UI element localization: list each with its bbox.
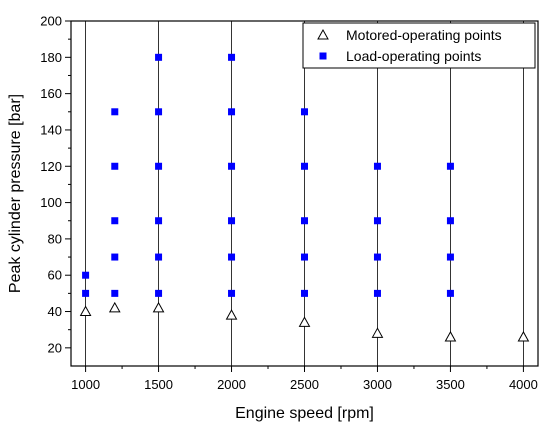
series-load	[82, 53, 454, 297]
y-tick-label: 40	[48, 304, 62, 319]
data-point-square	[155, 217, 163, 225]
data-point-triangle	[79, 305, 92, 317]
x-tick-label: 3000	[363, 377, 392, 392]
grid-layer	[85, 21, 524, 366]
y-tick-label: 160	[40, 86, 62, 101]
data-point-square	[155, 108, 163, 116]
data-point-square	[446, 289, 454, 297]
x-tick-label: 1500	[144, 377, 173, 392]
y-tick-label: 200	[40, 14, 62, 29]
x-axis-title: Engine speed [rpm]	[235, 405, 374, 422]
data-point-square	[301, 217, 308, 225]
x-tick-label: 2500	[290, 377, 319, 392]
data-point-square	[82, 289, 90, 297]
legend-label: Motored-operating points	[346, 27, 502, 43]
y-tick-label: 20	[48, 340, 62, 355]
data-point-square	[155, 53, 163, 61]
data-point-square	[228, 53, 236, 61]
data-point-square	[301, 253, 308, 261]
axis-ticks: 1000 1500 2000 2500 3000 3500 4000 20 40 60 80 100 1…	[40, 14, 538, 393]
y-axis-title: Peak cylinder pressure [bar]	[7, 94, 24, 293]
data-point-triangle	[371, 327, 384, 338]
y-tick-label: 80	[48, 231, 62, 246]
data-point-triangle	[152, 301, 165, 313]
legend: Motored-operating points Load-operating p…	[302, 22, 536, 69]
series-motored	[79, 301, 530, 342]
data-point-square	[373, 289, 381, 297]
x-tick-label: 1000	[71, 377, 100, 392]
data-point-square	[301, 162, 308, 170]
data-point-square	[301, 289, 308, 297]
data-points	[79, 53, 530, 342]
x-tick-label: 4000	[509, 377, 538, 392]
data-point-square	[228, 108, 236, 116]
data-point-triangle	[444, 330, 457, 342]
y-tick-label: 100	[40, 195, 62, 210]
data-point-square	[446, 253, 454, 261]
data-point-triangle	[517, 330, 530, 342]
y-tick-label: 180	[40, 50, 62, 65]
legend-box	[302, 22, 536, 69]
data-point-square	[228, 217, 236, 225]
legend-marker-triangle	[317, 28, 329, 40]
x-tick-label: 2000	[217, 377, 246, 392]
data-point-square	[446, 217, 454, 225]
data-point-square	[373, 217, 381, 225]
y-tick-label: 140	[40, 122, 62, 137]
data-point-triangle	[225, 309, 238, 320]
data-point-square	[155, 162, 163, 170]
y-tick-label: 120	[40, 159, 62, 174]
data-point-square	[373, 253, 381, 261]
data-point-square	[111, 253, 119, 261]
data-point-square	[155, 289, 163, 297]
data-point-square	[228, 162, 236, 170]
data-point-square	[111, 108, 119, 116]
data-point-square	[228, 253, 236, 261]
data-point-square	[446, 162, 454, 170]
data-point-triangle	[298, 316, 311, 327]
x-tick-label: 3500	[436, 377, 465, 392]
data-point-triangle	[108, 301, 121, 313]
data-point-square	[82, 271, 90, 279]
data-point-square	[301, 108, 308, 116]
y-tick-label: 60	[48, 268, 62, 283]
data-point-square	[228, 289, 236, 297]
legend-marker-square	[319, 52, 327, 60]
data-point-square	[111, 289, 119, 297]
data-point-square	[155, 253, 163, 261]
legend-label: Load-operating points	[346, 48, 481, 64]
data-point-square	[111, 217, 119, 225]
data-point-square	[111, 162, 119, 170]
data-point-square	[373, 162, 381, 170]
